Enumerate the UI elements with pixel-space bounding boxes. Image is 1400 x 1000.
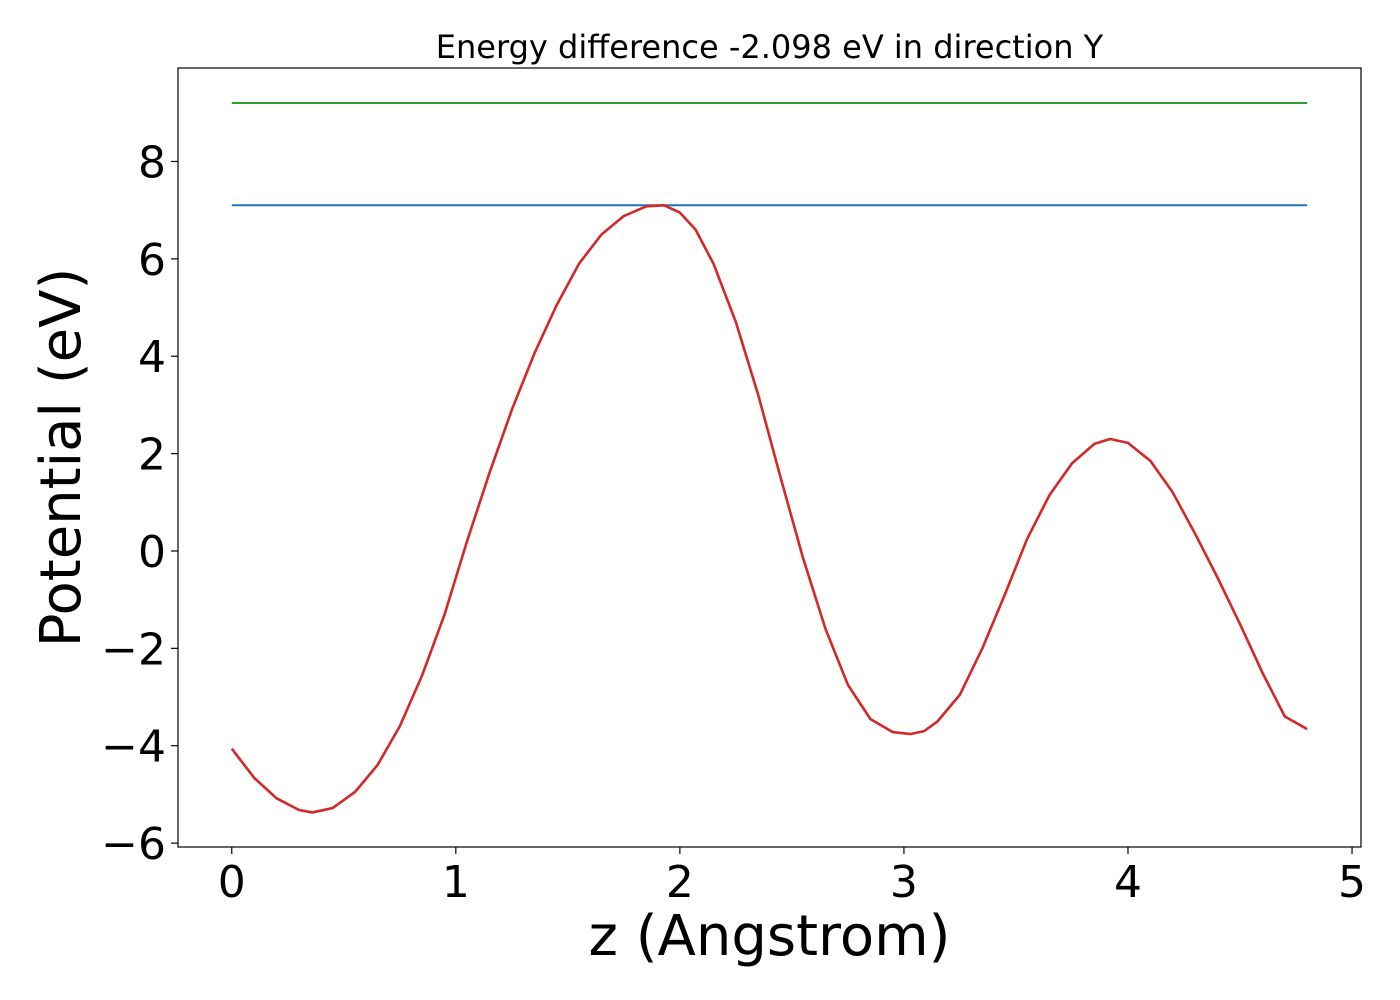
x-axis-label: z (Angstrom) [589,904,951,969]
x-tick-label: 4 [1114,857,1142,908]
series-line-0 [230,204,1308,814]
y-tick-label: −6 [101,819,166,870]
x-tick-label: 2 [666,857,694,908]
y-tick-label: −4 [101,722,166,773]
x-tick-label: 3 [890,857,918,908]
chart-title: Energy difference -2.098 eV in direction… [436,28,1104,66]
y-axis-label: Potential (eV) [29,268,94,648]
x-tick-label: 5 [1338,857,1366,908]
axes-frame [177,67,1362,848]
y-tick-label: 2 [138,430,166,481]
y-tick-label: −2 [101,624,166,675]
y-tick-label: 8 [138,137,166,188]
y-tick-label: 6 [138,235,166,286]
axis-ticks: 0 1 2 3 4 5 −6 −4 −2 0 2 4 6 8 [101,137,1366,908]
x-tick-label: 1 [442,857,470,908]
y-tick-label: 4 [138,332,166,383]
y-tick-label: 0 [138,527,166,578]
x-tick-label: 0 [218,857,246,908]
plot-area [230,102,1308,814]
